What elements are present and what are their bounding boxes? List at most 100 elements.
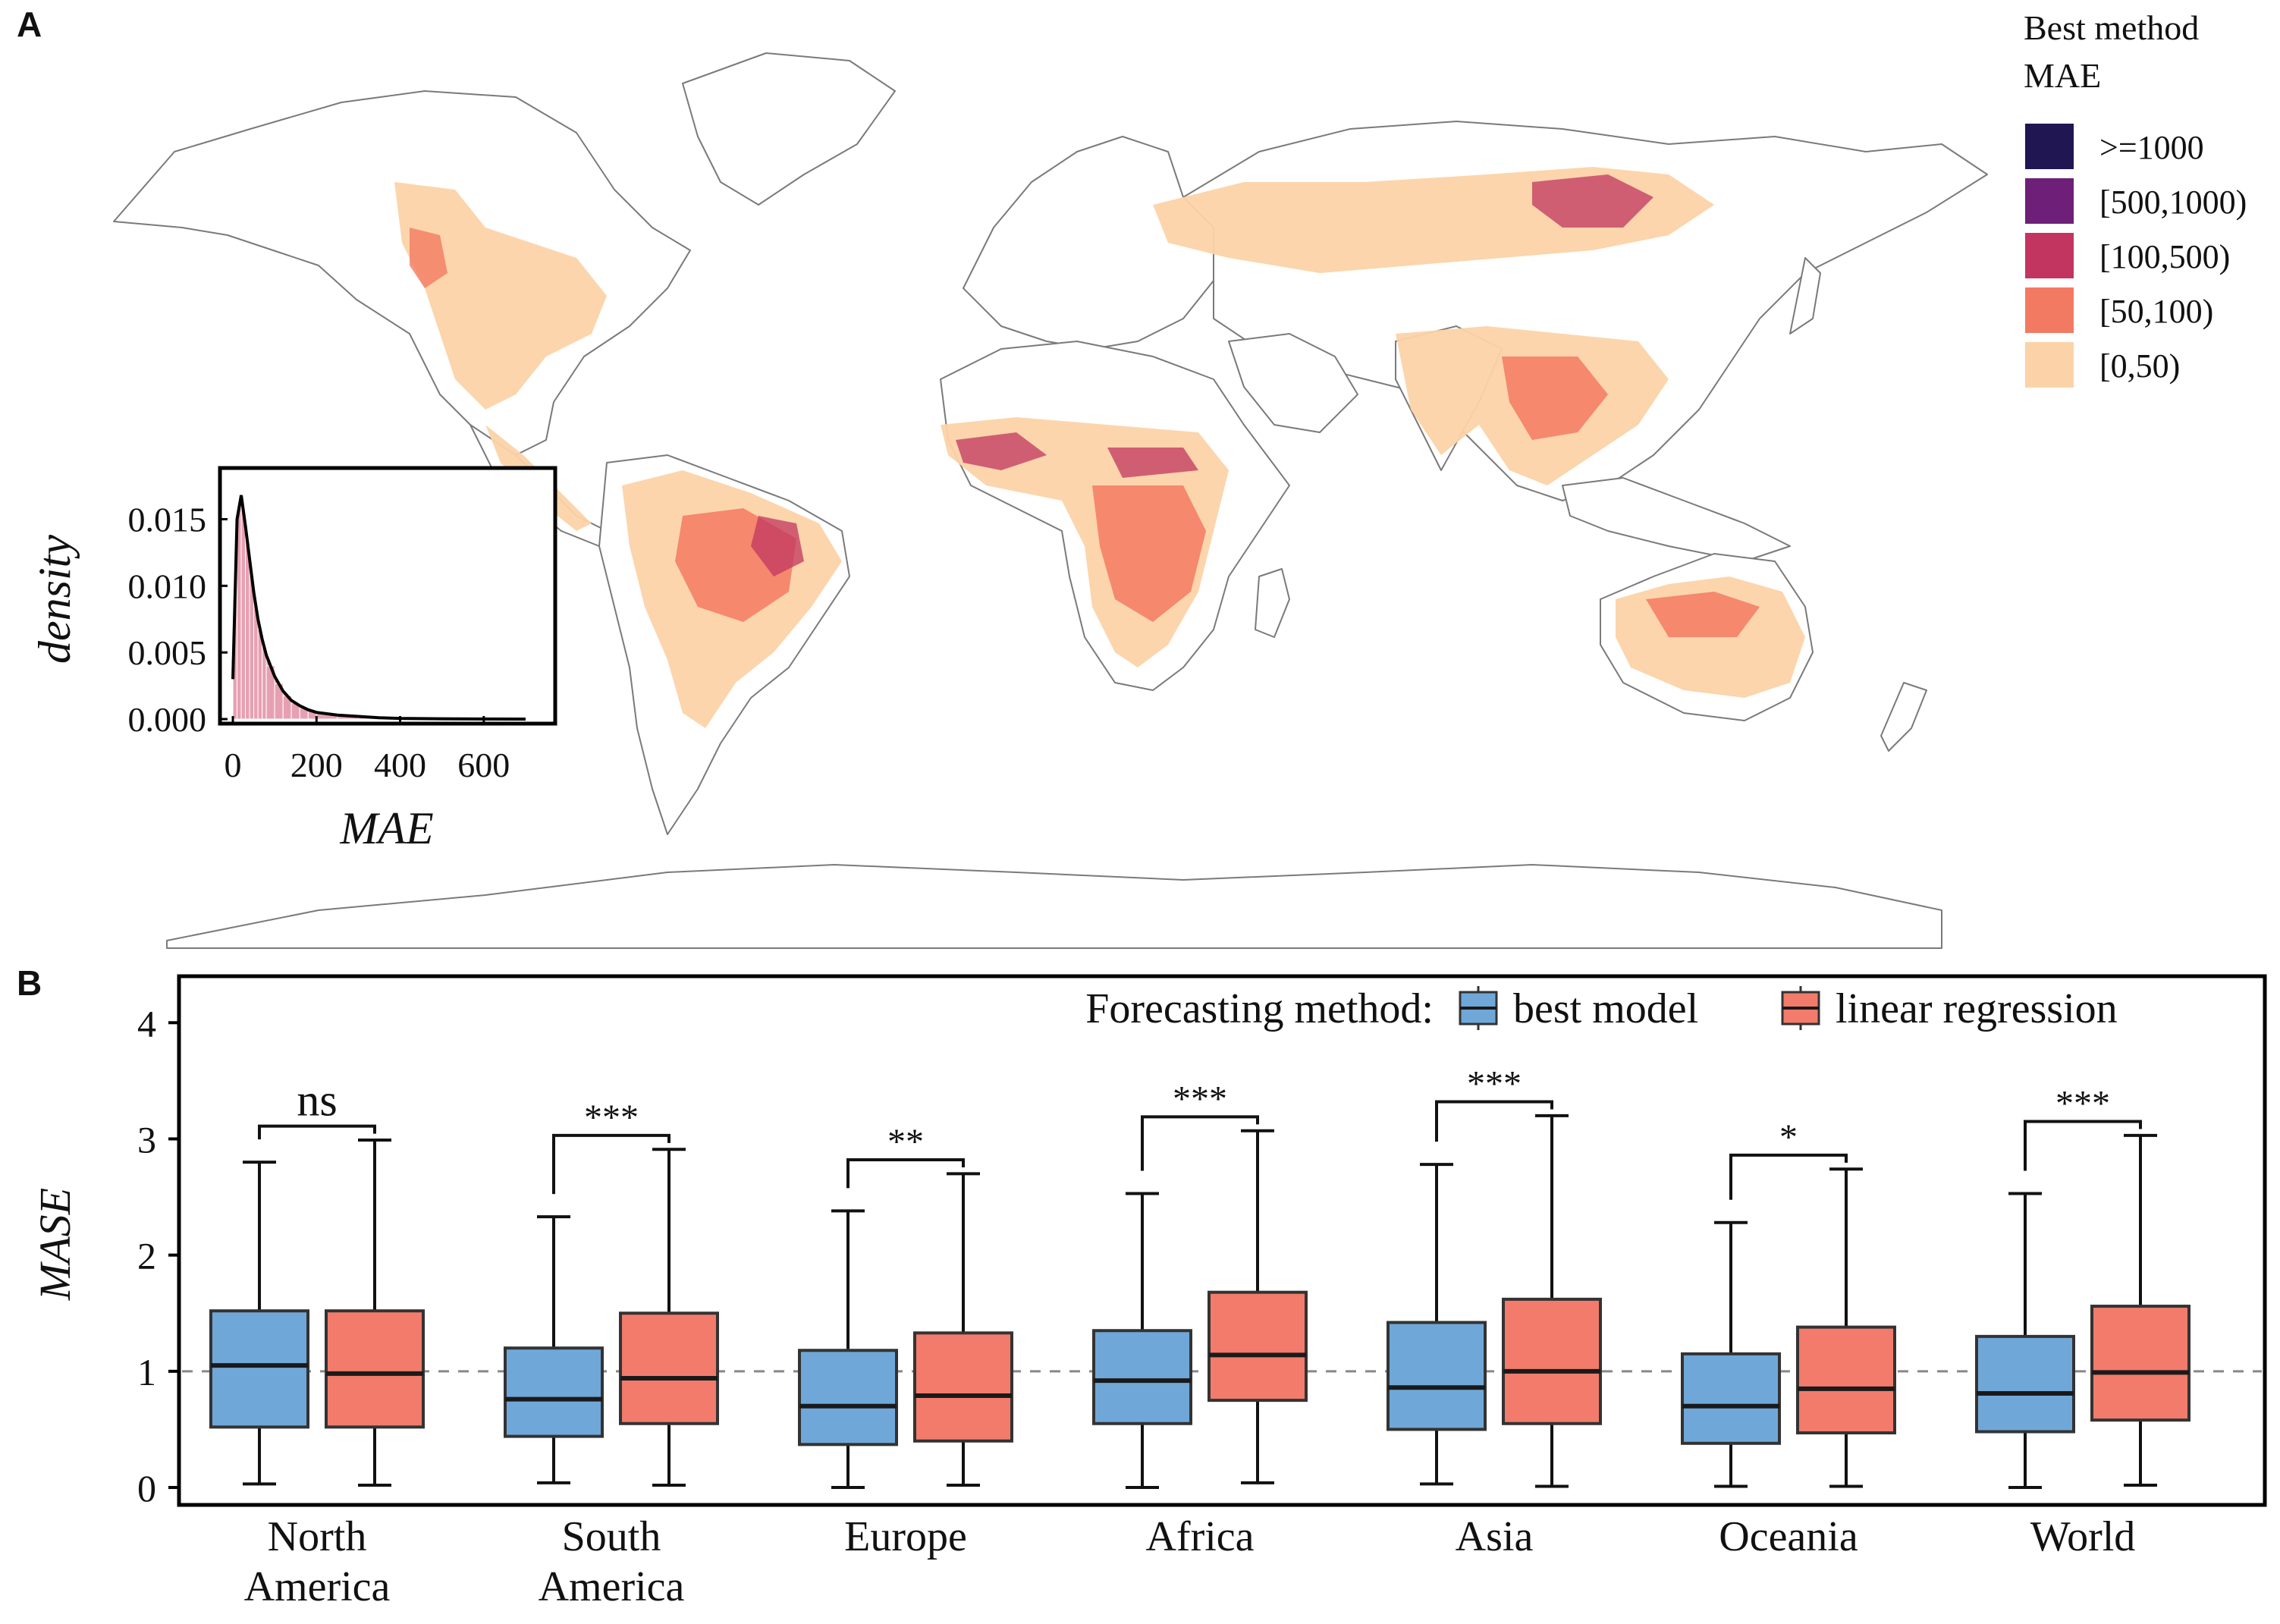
category-label: Africa [1145, 1513, 1254, 1560]
legend-items: best model linear regression [1459, 985, 2118, 1032]
map-legend-label: >=1000 [2099, 129, 2204, 166]
category-label: America [539, 1563, 685, 1610]
map-legend-swatch [2025, 342, 2074, 388]
significance-bracket [1729, 1153, 1848, 1200]
significance-bracket [258, 1124, 376, 1140]
inset-x-tick-label: 200 [290, 746, 343, 784]
map-legend-label: [50,100) [2099, 293, 2213, 330]
box-linear-regression [1208, 1129, 1308, 1484]
inset-x-tick-label: 0 [225, 746, 242, 784]
boxplot-group: *** [1975, 1083, 2190, 1490]
box-best-model [1975, 1192, 2075, 1490]
inset-x-ticks: 0 200 400 600 [225, 716, 510, 784]
box-best-model-box [504, 1346, 604, 1438]
patch-africa-mid [1092, 485, 1206, 622]
box-linear-regression [2090, 1133, 2190, 1487]
box-best-model-box [209, 1309, 309, 1429]
significance-label: *** [1467, 1063, 1522, 1104]
panel-a-label: A [17, 5, 42, 44]
boxplot-frame [177, 974, 2267, 1507]
inset-x-axis-label: MAE [339, 803, 433, 853]
map-legend-title-line1: Best method [2024, 8, 2199, 47]
boxplot-y-tick-label: 4 [137, 1002, 156, 1044]
patch-north-america-hi [410, 228, 448, 288]
box-linear-regression [325, 1138, 425, 1487]
inset-y-tick-label: 0.015 [128, 500, 207, 539]
category-label: Asia [1456, 1513, 1534, 1560]
inset-y-tick-label: 0.010 [128, 567, 207, 605]
category-label: Europe [844, 1513, 967, 1560]
box-linear-regression-box [325, 1309, 425, 1429]
boxplot-y-tick-label: 1 [137, 1351, 156, 1393]
significance-label: ** [887, 1122, 924, 1162]
boxplot-group: *** [504, 1098, 719, 1487]
boxplot-groups: ns ******** ******* [209, 1063, 2190, 1490]
map-legend-label: [500,1000) [2099, 184, 2247, 221]
inset-y-ticks: 0.000 0.005 0.010 0.015 [128, 500, 228, 739]
map-greenland [682, 52, 896, 206]
boxplot-y-axis-label: MASE [30, 1188, 80, 1301]
map-data-patches [394, 167, 1805, 728]
box-linear-regression [1796, 1167, 1896, 1488]
box-linear-regression-box [913, 1331, 1013, 1443]
significance-label: ns [297, 1076, 337, 1126]
map-legend-swatch [2025, 287, 2074, 333]
patch-eurasia-hi [1532, 174, 1653, 228]
map-north-america [113, 90, 691, 456]
category-label: World [2030, 1513, 2136, 1560]
map-legend: Best method MAE >=1000 [500,1000) [100,500… [2024, 8, 2247, 388]
map-legend-swatch [2025, 178, 2074, 224]
box-best-model [1092, 1192, 1192, 1490]
boxplot-y-ticks: 0 1 2 3 4 [137, 1002, 179, 1509]
patch-south-asia-mid [1502, 357, 1608, 440]
significance-bracket [1435, 1100, 1553, 1142]
patch-north-america [394, 182, 607, 410]
inset-y-tick-label: 0.000 [128, 700, 207, 739]
inset-y-axis-label: density [30, 535, 80, 664]
category-label: Oceania [1719, 1513, 1858, 1560]
significance-label: * [1779, 1117, 1798, 1158]
category-label: South [562, 1513, 661, 1560]
box-best-model-box [798, 1349, 898, 1447]
map-legend-swatch [2025, 124, 2074, 169]
box-linear-regression [619, 1148, 719, 1487]
map-legend-swatch [2025, 233, 2074, 278]
significance-bracket [1141, 1115, 1259, 1171]
map-madagascar [1255, 568, 1290, 638]
map-legend-title-line2: MAE [2024, 56, 2101, 95]
box-best-model [1681, 1220, 1781, 1488]
significance-label: *** [2055, 1083, 2110, 1123]
map-legend-label: [0,50) [2099, 347, 2180, 385]
inset-histogram-bar [245, 542, 250, 720]
inset-x-tick-label: 600 [457, 746, 510, 784]
box-best-model-box [1387, 1321, 1487, 1431]
legend-title: Forecasting method: [1085, 985, 1434, 1032]
inset-histogram-bar [240, 510, 247, 720]
box-linear-regression-box [619, 1311, 719, 1425]
map-japan [1789, 257, 1821, 335]
inset-y-tick-label: 0.005 [128, 633, 207, 672]
boxplot-y-tick-label: 3 [137, 1118, 156, 1161]
legend-label: linear regression [1836, 985, 2118, 1032]
box-linear-regression-box [1796, 1325, 1896, 1435]
inset-density-curve [231, 495, 526, 721]
map-southeast-asia [1562, 477, 1791, 562]
inset-frame [218, 466, 557, 726]
box-best-model-box [1681, 1352, 1781, 1445]
boxplot-y-tick-label: 0 [137, 1467, 156, 1509]
significance-label: *** [584, 1098, 639, 1138]
boxplot-group: * [1681, 1117, 1896, 1488]
map-legend-items: >=1000 [500,1000) [100,500) [50,100) [0,50) [2025, 124, 2247, 388]
boxplot-group: *** [1092, 1079, 1308, 1490]
category-label: America [244, 1563, 391, 1610]
box-best-model [209, 1161, 309, 1486]
inset-histogram-bar [262, 646, 267, 720]
boxplot-group: ns [209, 1076, 425, 1487]
boxplot-y-tick-label: 2 [137, 1235, 156, 1277]
boxplot-legend: Forecasting method: best model linear reg… [1085, 985, 2117, 1032]
significance-bracket [2024, 1120, 2142, 1171]
map-arabia [1228, 333, 1358, 433]
